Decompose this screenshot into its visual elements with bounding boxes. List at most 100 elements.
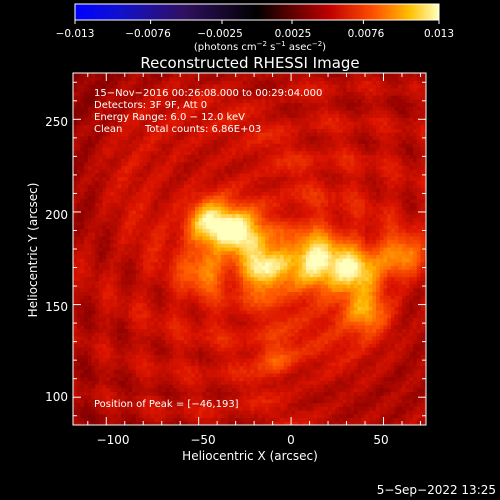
heatmap-cell [128, 102, 133, 107]
heatmap-cell [87, 373, 92, 378]
heatmap-cell [87, 210, 92, 215]
heatmap-cell [235, 95, 240, 100]
heatmap-cell [143, 276, 148, 281]
heatmap-cell [135, 139, 140, 144]
heatmap-cell [220, 91, 225, 96]
heatmap-cell [209, 291, 214, 296]
heatmap-cell [187, 336, 192, 341]
heatmap-cell [124, 336, 129, 341]
heatmap-cell [98, 147, 103, 152]
heatmap-cell [128, 184, 133, 189]
heatmap-cell [235, 195, 240, 200]
heatmap-cell [143, 402, 148, 407]
heatmap-cell [98, 95, 103, 100]
heatmap-cell [143, 421, 148, 425]
heatmap-cell [132, 376, 137, 381]
heatmap-cell [165, 80, 170, 85]
heatmap-cell [154, 339, 159, 344]
heatmap-cell [254, 161, 259, 167]
heatmap-cell [165, 91, 170, 96]
heatmap-cell [243, 102, 248, 107]
heatmap-cell [198, 273, 203, 278]
heatmap-cell [235, 413, 240, 418]
heatmap-cell [113, 184, 118, 189]
heatmap-cell [265, 413, 270, 418]
heatmap-cell [254, 287, 259, 293]
heatmap-cell [206, 261, 211, 267]
heatmap-cell [213, 402, 218, 407]
heatmap-cell [220, 269, 225, 274]
heatmap-cell [191, 254, 196, 259]
heatmap-cell [135, 95, 140, 100]
heatmap-cell [76, 362, 81, 367]
heatmap-cell [183, 128, 188, 133]
heatmap-cell [146, 169, 152, 174]
heatmap-cell [76, 195, 81, 200]
heatmap-cell [213, 406, 218, 411]
heatmap-cell [206, 284, 211, 289]
heatmap-cell [202, 184, 207, 189]
heatmap-cell [217, 198, 222, 204]
heatmap-cell [124, 306, 129, 311]
heatmap-cell [143, 243, 148, 248]
heatmap-cell [194, 406, 200, 411]
heatmap-cell [91, 139, 96, 144]
heatmap-cell [194, 295, 200, 300]
heatmap-cell [183, 110, 188, 115]
heatmap-cell [135, 365, 140, 370]
heatmap-cell [235, 87, 240, 92]
heatmap-cell [158, 280, 163, 285]
heatmap-cell [117, 161, 122, 167]
heatmap-cell [121, 95, 126, 100]
heatmap-cell [95, 135, 100, 141]
heatmap-cell [243, 91, 248, 96]
heatmap-cell [191, 280, 196, 285]
heatmap-cell [143, 417, 148, 422]
heatmap-cell [198, 332, 203, 337]
heatmap-cell [158, 147, 163, 152]
heatmap-cell [113, 158, 118, 163]
heatmap-cell [98, 187, 103, 192]
heatmap-cell [169, 165, 174, 170]
heatmap-cell [113, 321, 118, 326]
heatmap-cell [121, 98, 126, 104]
heatmap-cell [183, 221, 188, 226]
heatmap-cell [161, 132, 166, 137]
heatmap-cell [165, 132, 170, 137]
heatmap-cell [220, 343, 225, 348]
heatmap-cell [91, 376, 96, 381]
heatmap-cell [191, 273, 196, 278]
heatmap-cell [228, 176, 233, 181]
heatmap-cell [121, 76, 126, 81]
heatmap-cell [150, 161, 155, 167]
heatmap-cell [109, 417, 115, 422]
heatmap-cell [228, 317, 233, 322]
heatmap-cell [191, 299, 196, 304]
heatmap-cell [84, 299, 89, 304]
heatmap-cell [146, 206, 152, 211]
heatmap-cell [98, 332, 103, 337]
heatmap-cell [124, 154, 129, 159]
heatmap-cell [91, 102, 96, 107]
heatmap-cell [76, 417, 81, 422]
heatmap-cell [198, 102, 203, 107]
heatmap-cell [150, 421, 155, 425]
heatmap-cell [209, 202, 214, 207]
heatmap-cell [76, 369, 81, 374]
heatmap-cell [102, 291, 107, 296]
heatmap-cell [154, 317, 159, 322]
heatmap-cell [239, 243, 244, 248]
heatmap-cell [76, 232, 81, 237]
heatmap-cell [135, 413, 140, 418]
heatmap-cell [194, 280, 200, 285]
heatmap-cell [132, 302, 137, 307]
heatmap-cell [150, 87, 155, 92]
heatmap-cell [102, 299, 107, 304]
heatmap-cell [246, 376, 251, 381]
heatmap-cell [220, 191, 225, 196]
heatmap-cell [180, 332, 185, 337]
heatmap-cell [73, 195, 78, 200]
heatmap-cell [202, 332, 207, 337]
heatmap-cell [198, 269, 203, 274]
heatmap-cell [202, 395, 207, 400]
